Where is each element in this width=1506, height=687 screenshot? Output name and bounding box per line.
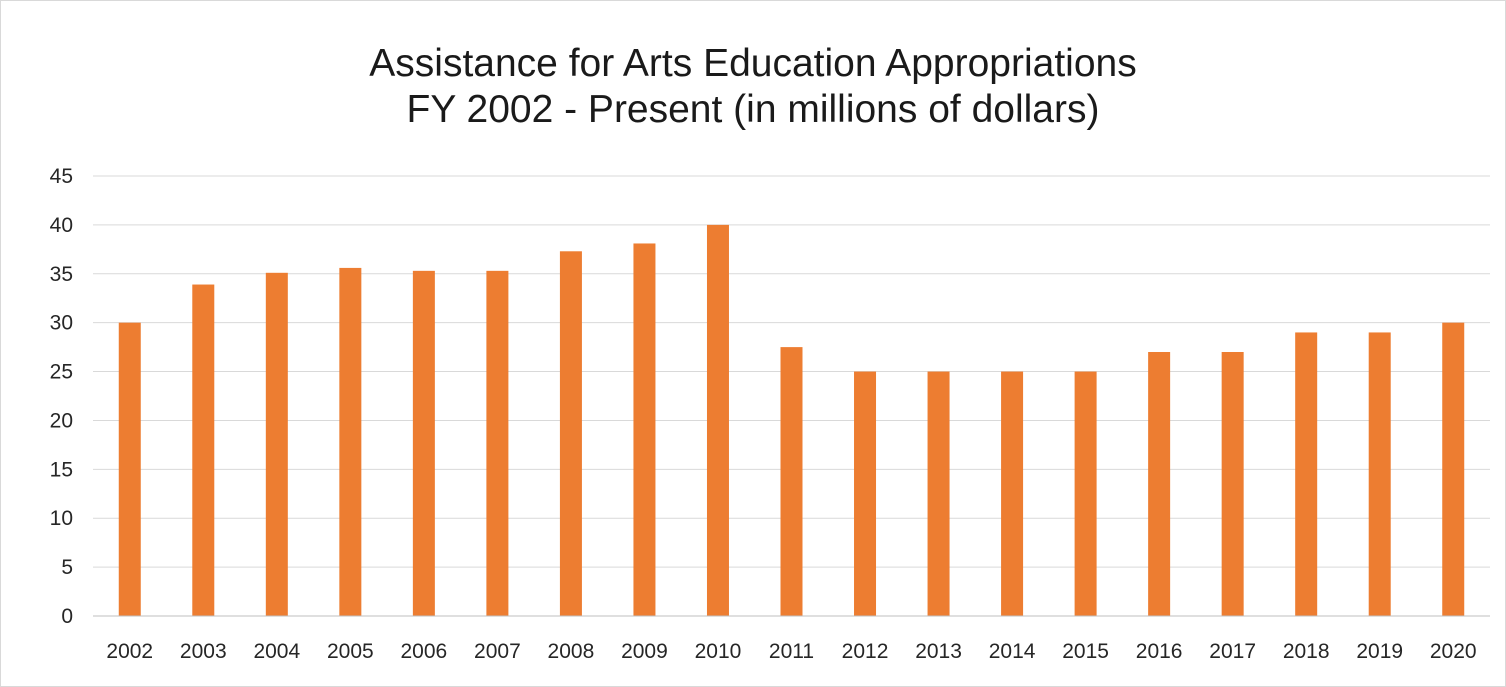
x-axis-tick-labels: 2002 2003 2004 2005 2006 2007 2008 2009 2010 2011… xyxy=(106,640,1476,663)
x-tick-label: 2013 xyxy=(915,640,962,663)
bar-2015 xyxy=(1074,371,1097,616)
y-axis-tick-labels: 0 5 10 15 20 25 30 35 40 45 xyxy=(50,165,73,628)
x-tick-label: 2010 xyxy=(695,640,742,663)
x-tick-label: 2005 xyxy=(327,640,374,663)
x-tick-label: 2019 xyxy=(1356,640,1403,663)
bar-2002 xyxy=(118,322,141,616)
bar-2010 xyxy=(706,224,729,616)
y-tick-label: 5 xyxy=(61,556,73,579)
x-tick-label: 2011 xyxy=(769,640,814,663)
bar-2012 xyxy=(854,371,877,616)
bar-2020 xyxy=(1442,322,1465,616)
chart-title-line-1: Assistance for Arts Education Appropriat… xyxy=(369,42,1137,85)
y-tick-label: 20 xyxy=(50,409,73,432)
x-tick-label: 2002 xyxy=(106,640,153,663)
y-tick-label: 10 xyxy=(50,507,73,530)
x-tick-label: 2016 xyxy=(1136,640,1183,663)
bar-2014 xyxy=(1001,371,1024,616)
bar-2018 xyxy=(1295,332,1318,616)
bar-2006 xyxy=(412,270,435,616)
bar-2011 xyxy=(780,347,803,616)
bar-2008 xyxy=(559,251,582,617)
x-tick-label: 2012 xyxy=(842,640,889,663)
bar-2007 xyxy=(486,270,509,616)
bar-2009 xyxy=(633,243,656,616)
y-tick-label: 15 xyxy=(50,458,73,481)
bar-2005 xyxy=(339,267,362,616)
y-tick-label: 30 xyxy=(50,312,73,335)
x-tick-label: 2018 xyxy=(1283,640,1330,663)
bar-2019 xyxy=(1368,332,1391,616)
bar-2013 xyxy=(927,371,950,616)
x-tick-label: 2017 xyxy=(1209,640,1256,663)
x-tick-label: 2008 xyxy=(548,640,595,663)
x-tick-label: 2004 xyxy=(253,640,300,663)
bar-2004 xyxy=(265,272,288,616)
y-tick-label: 40 xyxy=(50,214,73,237)
x-tick-label: 2006 xyxy=(401,640,448,663)
bar-2017 xyxy=(1221,352,1244,616)
x-tick-label: 2014 xyxy=(989,640,1036,663)
bar-2003 xyxy=(192,284,215,616)
y-tick-label: 25 xyxy=(50,361,73,384)
x-tick-label: 2003 xyxy=(180,640,227,663)
x-tick-label: 2009 xyxy=(621,640,668,663)
bars xyxy=(118,224,1465,617)
bar-2016 xyxy=(1148,352,1171,616)
y-tick-label: 0 xyxy=(61,605,73,628)
x-tick-label: 2020 xyxy=(1430,640,1477,663)
chart-title-line-2: FY 2002 - Present (in millions of dollar… xyxy=(406,88,1100,131)
x-tick-label: 2007 xyxy=(474,640,521,663)
y-tick-label: 45 xyxy=(50,165,73,188)
x-tick-label: 2015 xyxy=(1062,640,1109,663)
y-tick-label: 35 xyxy=(50,263,73,286)
